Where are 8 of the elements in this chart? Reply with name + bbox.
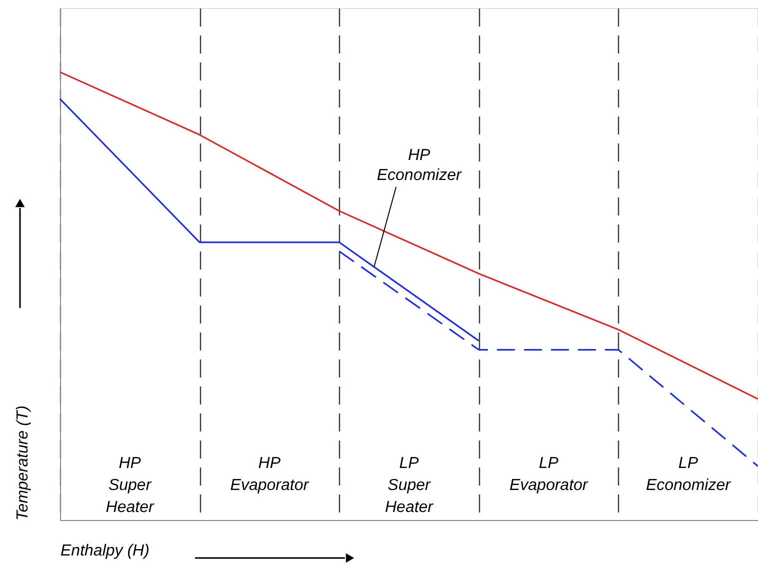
y-axis-title: Temperature (T) [14, 406, 32, 520]
annotation: HP Super Heater [106, 455, 154, 516]
x-axis-title: Enthalpy (H) [60, 542, 150, 560]
annotation: HP Evaporator [230, 455, 310, 494]
annotation: LP Evaporator [509, 455, 588, 494]
annotation: LP Super Heater [384, 455, 434, 516]
annotation: HP Economizer [376, 146, 462, 184]
annotation: LP Economizer [646, 455, 732, 494]
